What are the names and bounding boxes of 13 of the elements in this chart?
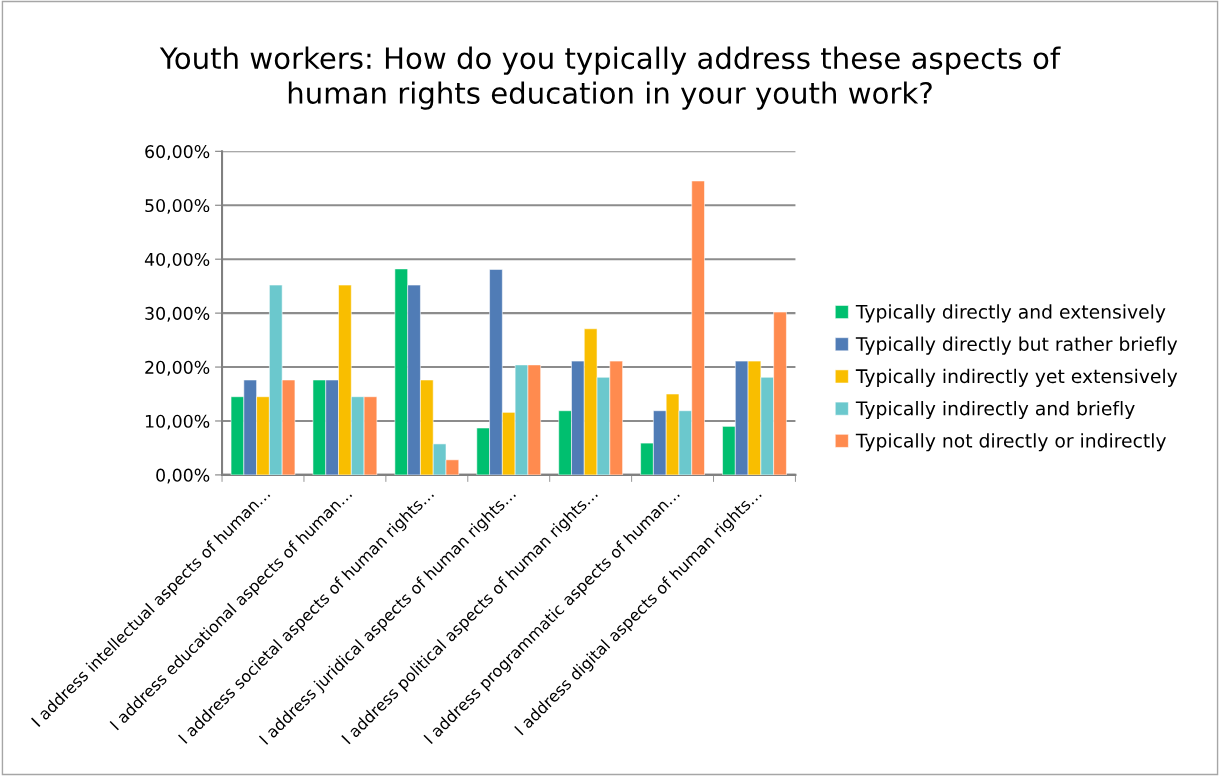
y-tick-label: 60,00%: [145, 145, 210, 160]
y-tick-label: 30,00%: [145, 306, 210, 322]
y-tick-label: 40,00%: [144, 252, 210, 268]
y-tick-label: 50,00%: [145, 198, 210, 214]
legend-label: Typically not directly or indirectly: [855, 433, 1166, 452]
legend-label: Typically indirectly and briefly: [855, 400, 1135, 420]
chart-title: Youth workers: How do you typically address these aspects of human rights education in your youth work?: [159, 46, 1061, 110]
legend-label: Typically directly and extensively: [855, 304, 1166, 323]
legend-label: Typically indirectly yet extensively: [855, 368, 1178, 387]
y-tick-label: 10,00%: [145, 414, 210, 430]
y-tick-label: 0,00%: [156, 468, 210, 484]
legend-label: Typically directly but rather briefly: [855, 336, 1178, 355]
y-tick-label: 20,00%: [145, 360, 210, 376]
